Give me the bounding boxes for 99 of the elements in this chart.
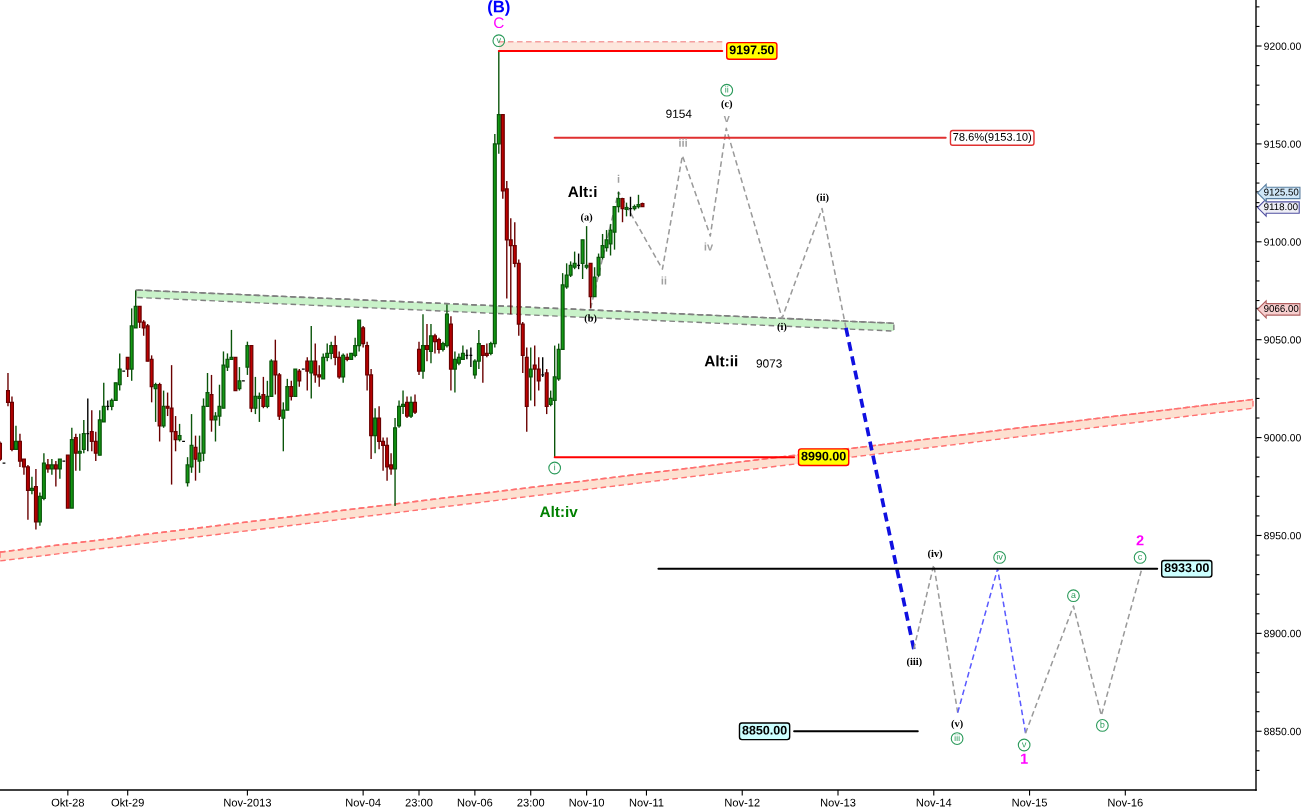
candlestick	[341, 352, 346, 384]
x-tick-label: Okt-28	[51, 798, 85, 807]
annotation: 9073	[756, 359, 782, 368]
annotation: C	[494, 17, 504, 29]
candlestick	[57, 458, 62, 480]
candlestick	[73, 432, 78, 472]
annotation: (i)	[777, 322, 787, 333]
candlestick	[289, 380, 294, 402]
y-tick-label: 9125.50	[1264, 188, 1299, 196]
line-series	[1024, 569, 1143, 734]
y-tick-label: 9050.00	[1264, 336, 1301, 344]
series-label: 9197.50	[729, 45, 774, 55]
annotation: v	[1021, 742, 1027, 748]
x-tick-label: 23:00	[405, 798, 433, 807]
candlestick	[153, 382, 158, 423]
candlestick	[528, 346, 533, 402]
x-tick-label: Nov-06	[457, 798, 493, 807]
candlestick	[169, 364, 174, 486]
x-tick-label: Nov-14	[916, 798, 952, 807]
annotation: Alt:ii	[704, 355, 738, 367]
candlestick	[29, 476, 34, 496]
candlestick	[305, 356, 310, 392]
annotation: (b)	[584, 314, 597, 324]
candlestick	[428, 323, 433, 364]
annotation: a	[1071, 593, 1076, 599]
annotation: Alt:i	[568, 185, 597, 198]
annotation: v	[723, 116, 730, 122]
annotation: i	[554, 463, 556, 471]
candlestick	[416, 340, 422, 376]
x-tick-label: Nov-13	[821, 798, 856, 807]
y-tick-label: 9066.00	[1264, 305, 1299, 312]
series-label: 78.6%(9153.10)	[953, 132, 1032, 144]
candlestick	[261, 376, 266, 409]
candlestick	[452, 350, 457, 394]
annotation: 9154	[666, 109, 692, 118]
candlestick	[584, 225, 589, 270]
y-tick-label: 8900.00	[1264, 629, 1301, 638]
x-tick-label: Nov-11	[629, 798, 664, 807]
y-tick-label: 9200.00	[1264, 42, 1301, 50]
y-tick-label: 9100.00	[1264, 238, 1301, 246]
y-tick-label: 9118.00	[1264, 203, 1298, 211]
candlestick	[309, 325, 314, 400]
candlestick	[432, 333, 437, 355]
y-tick-label: 9150.00	[1264, 140, 1301, 148]
candlestick	[193, 434, 198, 482]
x-tick-label: 23:00	[517, 798, 545, 807]
series-label: 8850.00	[742, 725, 787, 735]
x-tick-label: Nov-10	[569, 798, 605, 807]
series-label: 8990.00	[801, 451, 846, 461]
candlestick	[532, 344, 537, 407]
annotation: (iv)	[928, 549, 943, 560]
candlestick	[480, 344, 485, 384]
annotation: iv	[996, 553, 1003, 560]
candlestick	[17, 432, 22, 468]
annotation: (c)	[721, 99, 733, 110]
candlestick	[484, 342, 489, 359]
annotation: (iii)	[906, 657, 922, 668]
annotation: i	[617, 174, 620, 183]
y-tick-label: 8950.00	[1264, 531, 1301, 540]
candlestick	[620, 198, 625, 223]
annotation: 1	[1021, 753, 1028, 764]
candlestick	[161, 389, 166, 429]
annotation: ii	[661, 276, 667, 285]
candlestick	[257, 391, 262, 423]
candlestick	[313, 342, 318, 384]
candlestick	[245, 340, 250, 376]
candlestick	[253, 376, 258, 415]
x-tick-label: Okt-29	[111, 798, 144, 807]
y-tick-label: 9000.00	[1264, 434, 1301, 442]
annotation: 2	[1136, 535, 1144, 546]
y-tick-label: 8850.00	[1264, 727, 1301, 736]
candlestick	[13, 425, 18, 451]
annotation: iii	[954, 734, 960, 741]
annotation: (B)	[488, 0, 510, 16]
candlestick	[405, 395, 410, 419]
annotation: ii	[725, 85, 729, 93]
series-label: 8933.00	[1164, 563, 1209, 573]
candlestick	[536, 356, 541, 392]
candlestick	[412, 393, 418, 415]
x-tick-label: Nov-16	[1108, 798, 1143, 807]
annotation: (ii)	[816, 193, 829, 203]
annotation: Alt:iv	[539, 505, 578, 518]
annotation: iv	[704, 242, 714, 251]
annotation: (v)	[951, 719, 963, 730]
annotation: c	[1138, 554, 1143, 560]
candlestick	[408, 395, 414, 419]
candlestick	[53, 460, 58, 488]
x-tick-label: Nov-04	[346, 798, 381, 807]
x-tick-label: Nov-2013	[224, 798, 272, 807]
x-tick-label: Nov-15	[1012, 798, 1047, 807]
candlestick	[321, 352, 326, 380]
x-tick-label: Nov-12	[725, 798, 760, 807]
annotation: b	[1100, 721, 1105, 728]
annotation: v	[496, 38, 502, 44]
candlestick	[385, 436, 390, 482]
candlestick	[237, 366, 242, 392]
annotation: iii	[679, 138, 687, 147]
candlestick	[93, 431, 98, 462]
annotation: (a)	[580, 213, 593, 223]
